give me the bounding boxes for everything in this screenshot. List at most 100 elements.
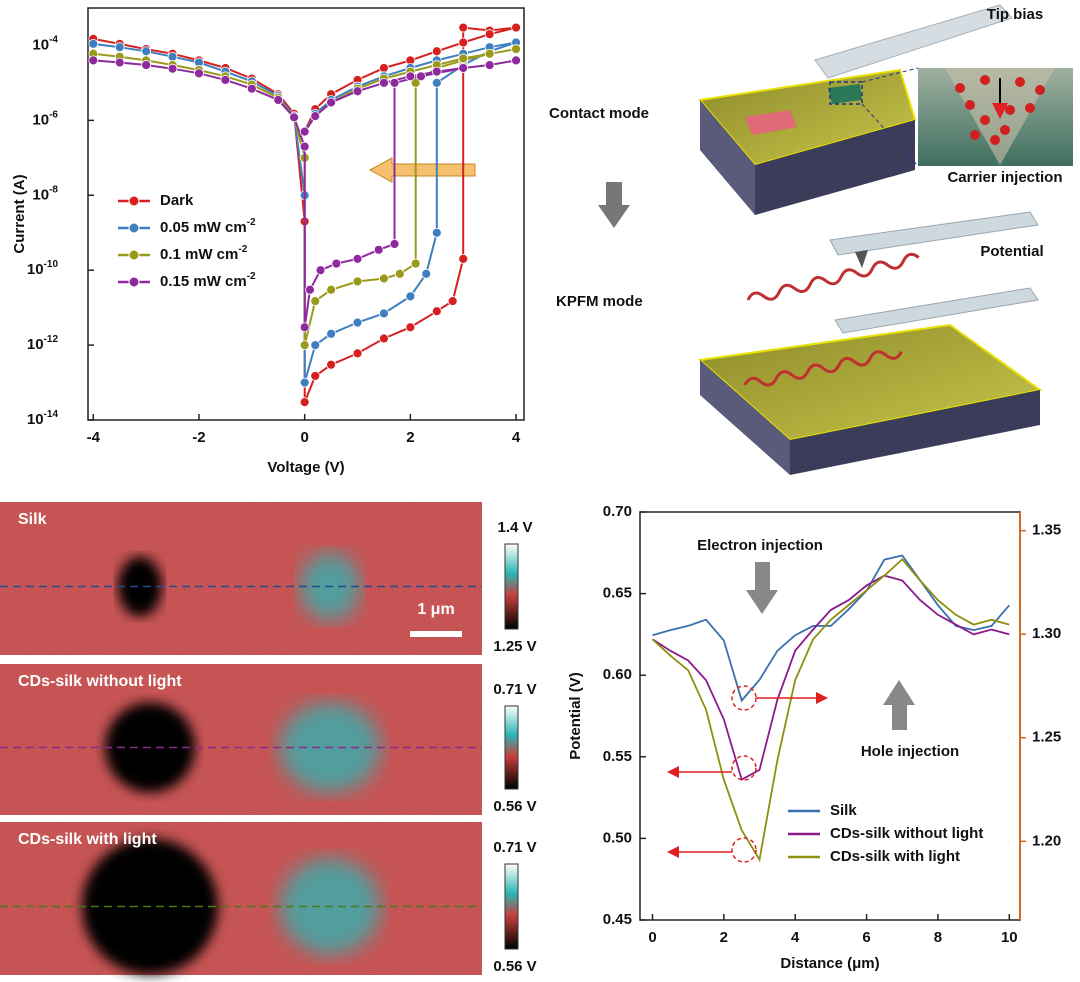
highlight-circle	[731, 837, 757, 863]
charts: -4 -2 0 2 410-1410-1210-1010-810-610-4Voltag…	[11, 7, 1061, 972]
data-point	[511, 44, 521, 54]
data-point	[405, 291, 416, 302]
data-point	[299, 340, 310, 350]
data-point	[88, 55, 99, 66]
data-point	[167, 51, 178, 62]
data-point	[416, 71, 426, 82]
y2-tick-label: 1.20	[1032, 832, 1061, 849]
y-tick-label-base: 10	[27, 411, 44, 428]
data-point	[141, 60, 152, 70]
y2-tick-label: 1.30	[1032, 625, 1061, 642]
data-point	[511, 55, 521, 66]
x-tick-label: 10	[1001, 929, 1018, 946]
data-point	[431, 227, 442, 238]
data-point	[352, 86, 363, 97]
data-point	[141, 46, 152, 57]
y-tick-label: 10-14	[27, 409, 59, 428]
annotation: Hole injection	[861, 743, 959, 760]
sweep-arrow	[368, 157, 476, 183]
y-tick-label-base: 10	[27, 261, 44, 278]
data-point	[326, 328, 337, 339]
legend-label: CDs-silk without light	[830, 825, 983, 842]
data-point	[289, 112, 300, 123]
x-tick-label: 2	[720, 929, 728, 946]
data-point	[405, 71, 416, 82]
x-tick-label: 2	[406, 429, 414, 446]
y-tick-label: 0.70	[603, 503, 632, 520]
legend-label: CDs-silk with light	[830, 848, 960, 865]
data-point	[447, 296, 458, 306]
y-tick-label: 0.65	[603, 585, 632, 602]
x-axis-title: Distance (μm)	[780, 955, 879, 972]
kpfm-texture	[0, 822, 482, 975]
y-axis-title: Potential (V)	[567, 672, 584, 760]
data-point	[389, 78, 400, 88]
data-point	[326, 97, 337, 108]
data-point	[299, 126, 310, 137]
data-point	[431, 306, 442, 317]
x-tick-label: 8	[934, 929, 942, 946]
panel-title: CDs-silk without light	[18, 673, 182, 690]
legend-label-sup: -2	[247, 217, 256, 228]
y-tick-label: 10-12	[27, 334, 59, 353]
y-tick-label: 0.55	[603, 748, 632, 765]
data-point	[484, 60, 495, 70]
data-point	[310, 296, 321, 306]
data-point	[410, 258, 421, 269]
legend-label-base: 0.1 mW cm	[160, 246, 238, 263]
colorbar-max: 0.71 V	[493, 839, 536, 856]
series-line	[651, 558, 1010, 863]
data-point	[379, 78, 389, 88]
data-point	[389, 239, 400, 249]
data-point	[484, 48, 495, 59]
data-point	[310, 111, 321, 121]
data-point	[315, 265, 326, 276]
data-point	[394, 268, 405, 279]
y-tick-label-sup: -10	[44, 259, 59, 270]
y-tick-label-base: 10	[32, 186, 49, 203]
kpfm-images: Silk 1.4 V 1.25 V CDs-silk without light 0.7…	[0, 502, 537, 975]
x-tick-label: -4	[87, 429, 101, 446]
data-point	[379, 63, 389, 73]
data-point	[114, 57, 125, 68]
data-point	[458, 63, 469, 73]
kpfm-texture	[0, 502, 482, 655]
up-arrow	[883, 680, 915, 730]
x-axis-title: Voltage (V)	[267, 459, 344, 476]
x-tick-label: 0	[648, 929, 656, 946]
x-tick-label: 4	[791, 929, 800, 946]
data-point	[273, 95, 284, 105]
data-point	[299, 377, 310, 388]
data-point	[379, 308, 389, 319]
colorbar-min: 0.56 V	[493, 958, 536, 975]
legend-label: 0.05 mW cm-2	[160, 217, 256, 236]
data-point	[167, 63, 178, 74]
series-line	[652, 554, 1010, 703]
data-point	[326, 284, 337, 295]
y-tick-label-sup: -4	[49, 35, 58, 46]
legend-label: Dark	[160, 192, 194, 209]
colorbar	[504, 543, 519, 630]
legend-label-sup: -2	[247, 271, 256, 282]
y-tick-label-sup: -12	[44, 334, 59, 345]
dark-spot	[118, 556, 162, 617]
data-point	[220, 75, 231, 85]
diagram-label: Contact mode	[549, 105, 649, 122]
down-arrow	[746, 562, 778, 614]
legend-label-base: 0.05 mW cm	[160, 219, 247, 236]
x-tick-label: -2	[192, 429, 205, 446]
y-tick-label-base: 10	[27, 336, 44, 353]
colorbar-min: 1.25 V	[493, 638, 536, 655]
plot-frame	[87, 7, 525, 421]
data-point	[458, 22, 469, 33]
diagram-label: KPFM mode	[556, 293, 643, 310]
data-point	[431, 46, 442, 57]
data-point	[431, 66, 442, 77]
colorbar-max: 0.71 V	[493, 681, 536, 698]
scale-bar-label: 1 μm	[417, 601, 454, 618]
y-axis-title: Current (A)	[11, 174, 28, 253]
data-point	[431, 78, 442, 88]
y-tick-label: 10-4	[32, 35, 58, 54]
y-tick-label-sup: -8	[49, 184, 58, 195]
data-point	[114, 42, 125, 53]
